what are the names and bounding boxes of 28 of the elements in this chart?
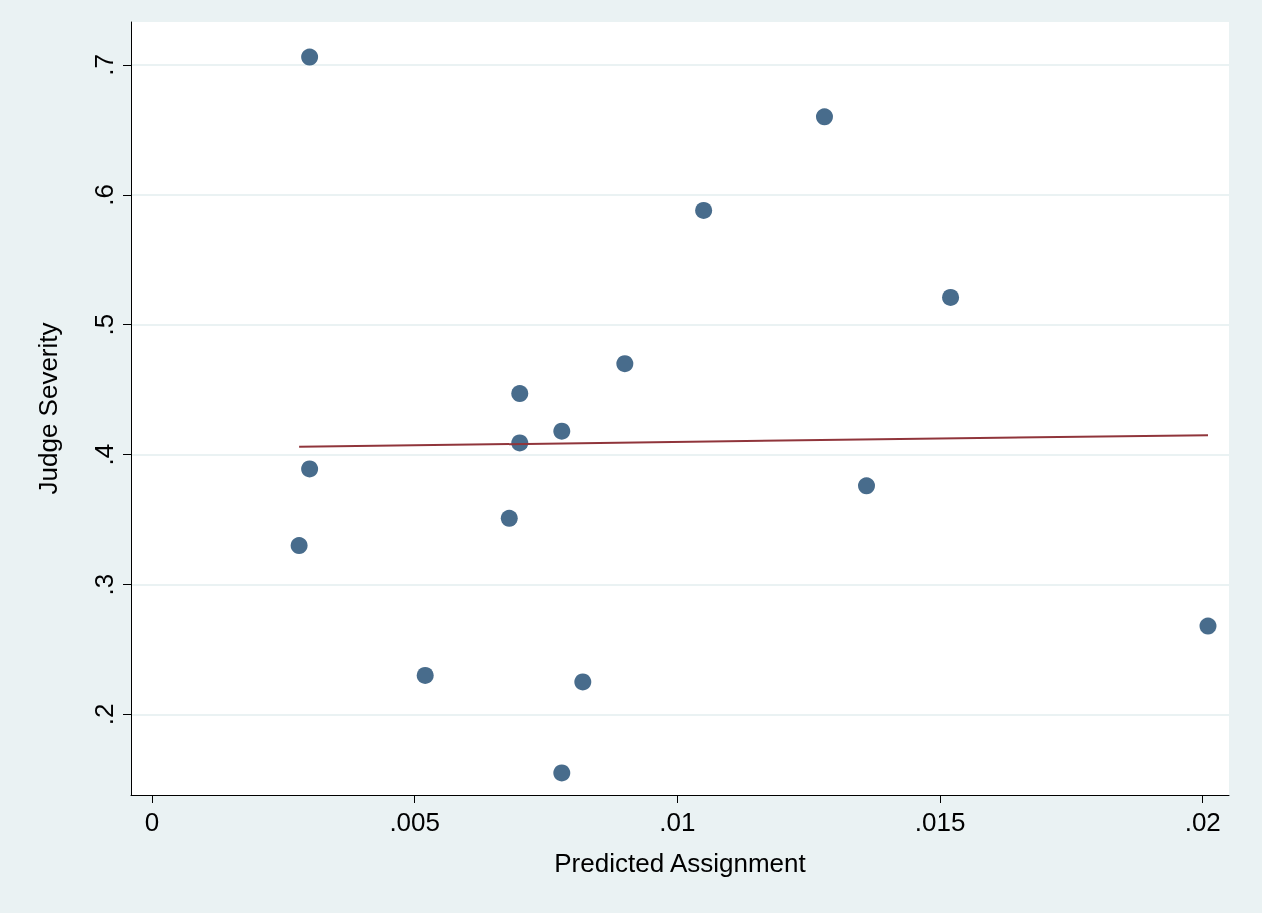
x-tick-label: .01: [659, 807, 696, 837]
point: [301, 460, 319, 478]
x-tick-label: .005: [389, 807, 440, 837]
point: [1199, 617, 1217, 635]
point: [301, 48, 319, 66]
point: [616, 355, 634, 373]
x-tick-label: 0: [144, 807, 160, 837]
y-tick-label: .2: [89, 703, 119, 726]
y-tick-label: .5: [89, 313, 119, 336]
x-tick-label: .015: [914, 807, 966, 837]
point: [416, 666, 434, 684]
point: [574, 673, 592, 691]
x-tick-label: .02: [1184, 807, 1221, 837]
point: [815, 108, 833, 126]
point: [695, 201, 713, 219]
x-axis-title: Predicted Assignment: [554, 848, 807, 878]
y-tick-label: .4: [89, 443, 119, 466]
y-tick-label: .3: [89, 573, 119, 596]
point: [553, 764, 571, 782]
y-tick-label: .6: [89, 183, 119, 206]
point: [858, 477, 875, 495]
point: [942, 288, 960, 306]
y-tick-label: .7: [89, 54, 119, 76]
point: [500, 509, 518, 527]
point: [511, 385, 529, 403]
y-axis-title: Judge Severity: [33, 322, 63, 495]
point: [553, 422, 571, 440]
point: [290, 537, 308, 555]
